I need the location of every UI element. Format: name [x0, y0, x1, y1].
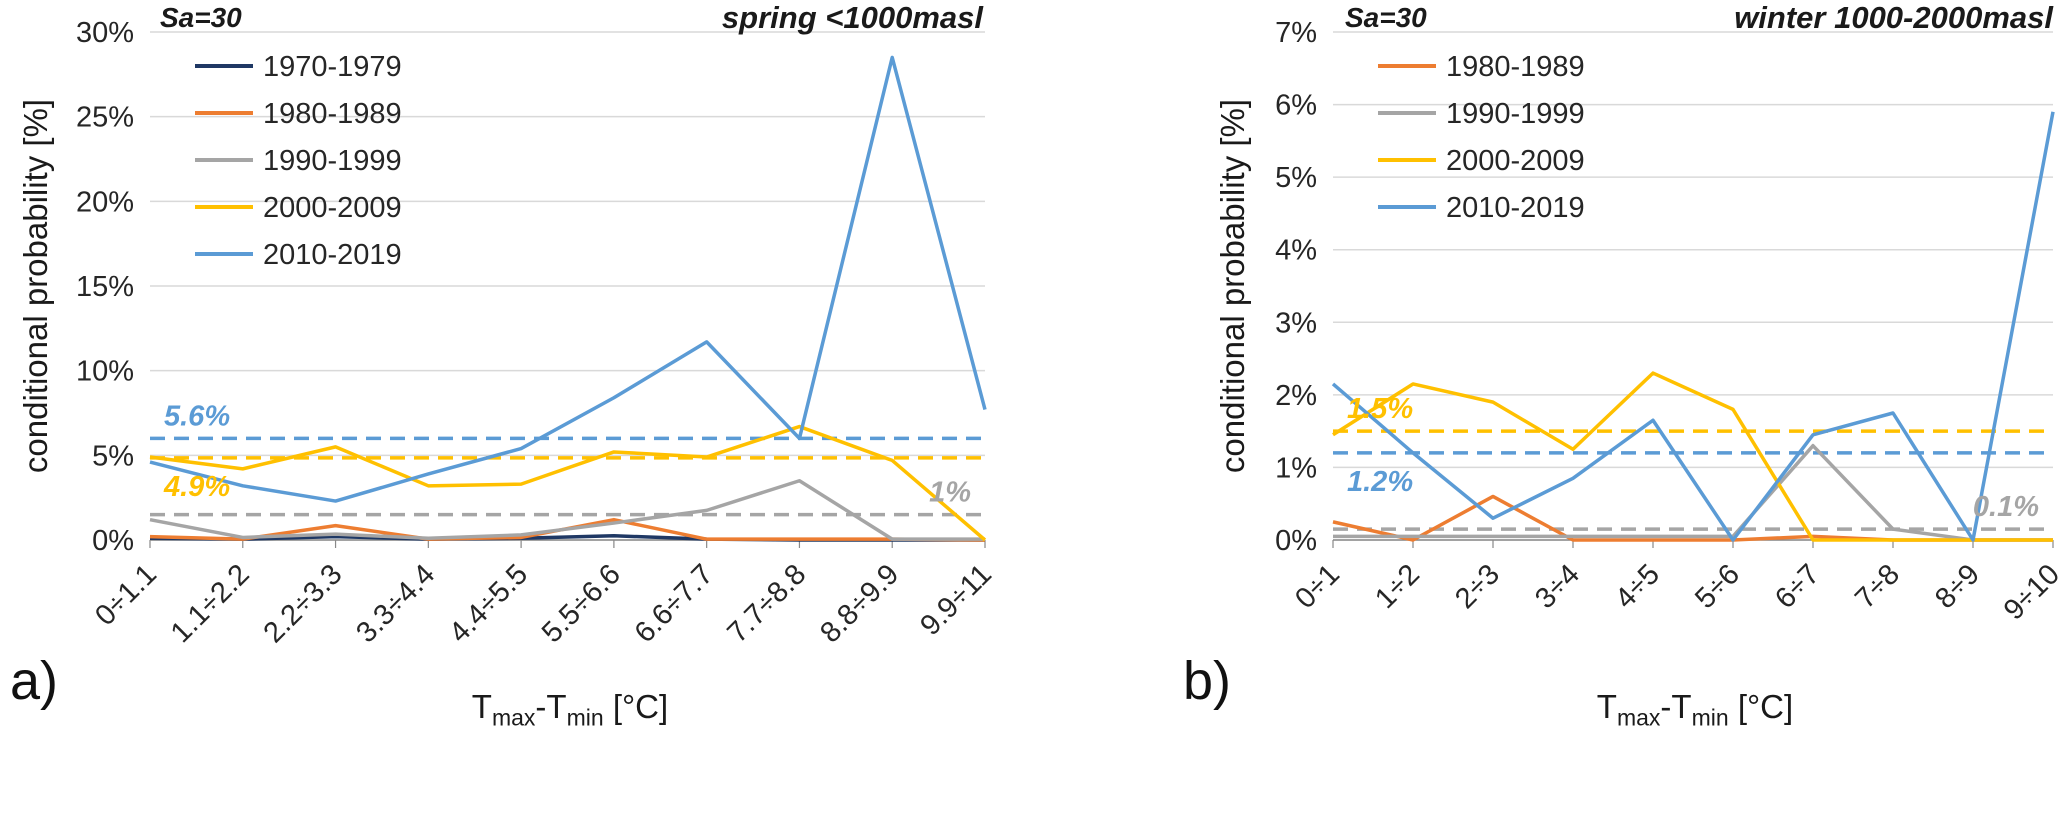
x-label-t1: T [471, 688, 492, 725]
series-2000-2009 [149, 424, 987, 542]
legend-label-2010-2019: 2010-2019 [263, 239, 402, 271]
x-tick-label: 9÷10 [1998, 558, 2066, 626]
panel-b-annotation: Sa=30 [1345, 2, 1427, 33]
y-tick-label: 20% [76, 186, 134, 218]
y-tick-label: 5% [92, 440, 134, 472]
x-tick-label: 4÷5 [1609, 558, 1666, 615]
x-tick-label: 6÷7 [1769, 558, 1826, 615]
series-1990-1999 [1333, 443, 2053, 542]
legend-label-2000-2009: 2000-2009 [1446, 145, 1585, 177]
legend-label-1980-1989: 1980-1989 [1446, 51, 1585, 83]
y-tick-label: 3% [1275, 307, 1317, 339]
panel-b-y-axis-label: conditional probability [%] [1214, 98, 1251, 474]
y-tick-label: 30% [76, 17, 134, 49]
panel-a-letter: a) [10, 651, 59, 711]
x-tick-label: 3.3÷4.4 [350, 558, 441, 649]
mean-line-label-5.6%: 5.6% [164, 400, 230, 432]
x-tick-label: 3÷4 [1529, 558, 1586, 615]
x-tick-label: 4.4÷5.5 [443, 558, 534, 649]
panel-a: 0% 5% 10% 15% 20% 25% 30% 0÷1.1 1.1÷2.2 2.2÷3.3 3.… [0, 0, 1033, 836]
y-tick-label: 15% [76, 271, 134, 303]
y-tick-label: 1% [1275, 452, 1317, 484]
x-label-sub-max: max [1616, 704, 1661, 731]
x-label-t2: -T [1660, 688, 1692, 725]
panel-b-letter: b) [1183, 651, 1232, 711]
legend-label-1970-1979: 1970-1979 [263, 51, 402, 83]
series-1980-1989 [1332, 494, 2053, 542]
x-tick-label: 5÷6 [1689, 558, 1746, 615]
x-tick-label: 0÷1.1 [89, 558, 163, 632]
legend-label-1990-1999: 1990-1999 [1446, 98, 1585, 130]
y-tick-label: 5% [1275, 162, 1317, 194]
x-label-sub-min: min [566, 704, 604, 731]
panel-b: 0% 1% 2% 3% 4% 5% 6% 7% 0÷1 1÷2 2÷3 3÷4 4÷5 5÷6 6÷7 7÷8… [1033, 0, 2067, 836]
x-tick-label: 9.9÷11 [914, 558, 998, 642]
series-2000-2009 [1332, 371, 2053, 542]
y-tick-label: 2% [1275, 380, 1317, 412]
x-tick-label: 0÷1 [1289, 558, 1346, 615]
panel-a-title: spring <1000masl [721, 0, 983, 35]
panel-b-x-axis-label: Tmax-Tmin [°C] [1596, 688, 1794, 729]
x-tick-label: 2.2÷3.3 [258, 558, 349, 649]
x-label-t2: -T [535, 688, 567, 725]
y-tick-label: 4% [1275, 235, 1317, 267]
x-tick-label: 8.8÷9.9 [814, 558, 905, 649]
mean-line-label-1%: 1% [929, 477, 971, 509]
legend-label-2010-2019: 2010-2019 [1446, 192, 1585, 224]
series-1990-1999 [149, 478, 985, 541]
x-label-sub-min: min [1691, 704, 1729, 731]
x-tick-label: 7÷8 [1849, 558, 1906, 615]
mean-line-label-4.9%: 4.9% [163, 471, 230, 503]
series-2010-2019 [1331, 111, 2055, 542]
chart-b-canvas: 0% 1% 2% 3% 4% 5% 6% 7% 0÷1 1÷2 2÷3 3÷4 4÷5 5÷6 6÷7 7÷8… [1275, 17, 2066, 626]
panel-a-annotation: Sa=30 [160, 2, 242, 33]
chart-a-canvas: 0% 5% 10% 15% 20% 25% 30% 0÷1.1 1.1÷2.2 2.2÷3.3 3.… [76, 17, 998, 649]
x-tick-label: 2÷3 [1449, 558, 1506, 615]
panel-b-title: winter 1000-2000masl [1734, 0, 2053, 35]
x-tick-label: 1÷2 [1369, 558, 1426, 615]
legend-label-2000-2009: 2000-2009 [263, 192, 402, 224]
panel-a-y-axis-label: conditional probability [%] [17, 98, 54, 474]
y-tick-label: 7% [1275, 17, 1317, 49]
mean-line-label-1.5%: 1.5% [1347, 393, 1413, 425]
y-tick-label: 0% [1275, 525, 1317, 557]
y-tick-label: 0% [92, 525, 134, 557]
x-label-unit: [°C] [603, 688, 669, 725]
mean-line-label-1.2%: 1.2% [1347, 466, 1413, 498]
x-tick-label: 8÷9 [1929, 558, 1986, 615]
series-2010-2019 [149, 55, 987, 503]
legend-label-1990-1999: 1990-1999 [263, 145, 402, 177]
y-tick-label: 10% [76, 356, 134, 388]
x-tick-label: 7.7÷8.8 [721, 558, 812, 649]
y-tick-label: 25% [76, 102, 134, 134]
x-label-sub-max: max [491, 704, 536, 731]
x-tick-label: 5.5÷6.6 [536, 558, 627, 649]
legend-label-1980-1989: 1980-1989 [263, 98, 402, 130]
x-tick-label: 6.6÷7.7 [629, 558, 720, 649]
panel-a-x-axis-label: Tmax-Tmin [°C] [471, 688, 669, 729]
x-label-t1: T [1596, 688, 1617, 725]
x-label-unit: [°C] [1728, 688, 1794, 725]
mean-line-label-0.1%: 0.1% [1973, 491, 2039, 523]
y-tick-label: 6% [1275, 90, 1317, 122]
x-tick-label: 1.1÷2.2 [165, 558, 256, 649]
